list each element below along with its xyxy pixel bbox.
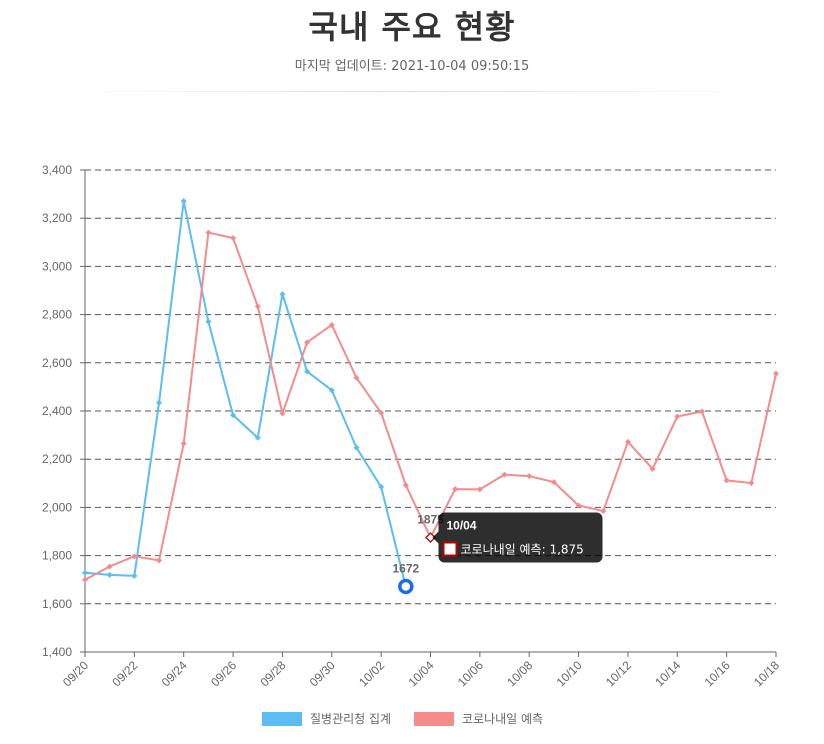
data-point[interactable] — [254, 303, 261, 310]
data-point[interactable] — [82, 576, 88, 583]
data-point[interactable] — [106, 571, 113, 578]
data-point[interactable] — [624, 438, 631, 445]
chart-tooltip: 10/04 코로나내일 예측: 1,875 — [432, 512, 603, 563]
data-point[interactable] — [180, 198, 187, 205]
data-point[interactable] — [205, 229, 212, 236]
y-tick-label: 1,800 — [42, 549, 72, 563]
data-point[interactable] — [131, 572, 138, 579]
data-point[interactable] — [748, 480, 755, 487]
data-point[interactable] — [205, 318, 212, 325]
data-point[interactable] — [698, 408, 705, 415]
y-tick-label: 2,200 — [42, 452, 72, 466]
tooltip-swatch — [442, 541, 458, 557]
data-label: 1672 — [392, 561, 419, 575]
legend-label[interactable]: 질병관리청 집계 — [310, 712, 391, 726]
legend-label[interactable]: 코로나내일 예측 — [462, 712, 543, 726]
data-point[interactable] — [378, 483, 385, 490]
data-point[interactable] — [452, 486, 459, 493]
x-tick-label: 10/02 — [356, 658, 387, 689]
y-tick-label: 3,400 — [42, 163, 72, 177]
data-point[interactable] — [575, 502, 582, 509]
header-divider — [60, 91, 764, 92]
tooltip-body: 코로나내일 예측: 1,875 — [461, 543, 584, 557]
y-tick-label: 2,400 — [42, 404, 72, 418]
data-point[interactable] — [526, 473, 533, 480]
data-point[interactable] — [501, 471, 508, 478]
data-point[interactable] — [254, 434, 261, 441]
y-tick-label: 3,000 — [42, 259, 72, 273]
x-tick-label: 10/10 — [554, 658, 585, 689]
x-tick-label: 10/18 — [751, 658, 782, 689]
y-tick-label: 1,600 — [42, 597, 72, 611]
series-line — [84, 200, 407, 587]
legend-swatch[interactable] — [414, 712, 454, 726]
data-label: 1875 — [417, 513, 444, 527]
data-point[interactable] — [180, 440, 187, 447]
tooltip-caret — [432, 531, 439, 544]
x-tick-label: 10/06 — [455, 658, 486, 689]
data-point-highlight[interactable] — [398, 578, 414, 595]
data-point[interactable] — [353, 374, 360, 381]
data-point[interactable] — [723, 477, 730, 484]
x-tick-label: 10/12 — [603, 658, 634, 689]
data-point[interactable] — [773, 370, 779, 377]
data-point[interactable] — [230, 234, 237, 241]
data-point-active[interactable] — [424, 531, 437, 544]
tooltip-title: 10/04 — [447, 519, 477, 533]
x-tick-label: 09/20 — [60, 658, 91, 689]
data-point[interactable] — [378, 409, 385, 416]
x-tick-label: 10/08 — [504, 658, 535, 689]
y-tick-label: 2,800 — [42, 308, 72, 322]
data-point[interactable] — [328, 321, 335, 328]
y-tick-label: 2,600 — [42, 356, 72, 370]
data-point[interactable] — [279, 291, 286, 298]
x-tick-label: 09/24 — [159, 658, 190, 689]
data-point[interactable] — [230, 412, 237, 419]
data-point[interactable] — [279, 410, 286, 417]
data-point[interactable] — [106, 563, 113, 570]
data-point[interactable] — [402, 482, 409, 489]
y-tick-label: 3,200 — [42, 211, 72, 225]
data-point[interactable] — [131, 553, 138, 560]
x-tick-label: 09/26 — [208, 658, 239, 689]
tooltip-box — [438, 512, 603, 563]
x-tick-label: 09/30 — [307, 658, 338, 689]
data-point[interactable] — [550, 479, 557, 486]
x-tick-label: 09/22 — [109, 658, 140, 689]
data-point[interactable] — [476, 486, 483, 493]
legend-swatch[interactable] — [262, 712, 302, 726]
data-point[interactable] — [82, 569, 88, 576]
x-tick-label: 10/04 — [405, 658, 436, 689]
data-point[interactable] — [304, 339, 311, 346]
data-point[interactable] — [328, 387, 335, 394]
series-line — [84, 231, 777, 581]
data-point[interactable] — [353, 444, 360, 451]
page-title: 국내 주요 현황 — [308, 8, 516, 46]
data-point[interactable] — [156, 557, 163, 564]
x-tick-label: 10/16 — [702, 658, 733, 689]
data-point[interactable] — [304, 368, 311, 375]
last-updated-text: 마지막 업데이트: 2021-10-04 09:50:15 — [294, 59, 530, 74]
y-tick-label: 2,000 — [42, 500, 72, 514]
x-tick-label: 09/28 — [257, 658, 288, 689]
data-point[interactable] — [156, 399, 163, 406]
data-point[interactable] — [674, 413, 681, 420]
data-point[interactable] — [600, 508, 607, 515]
y-tick-label: 1,400 — [42, 645, 72, 659]
x-tick-label: 10/14 — [652, 658, 683, 689]
data-point[interactable] — [649, 465, 656, 472]
